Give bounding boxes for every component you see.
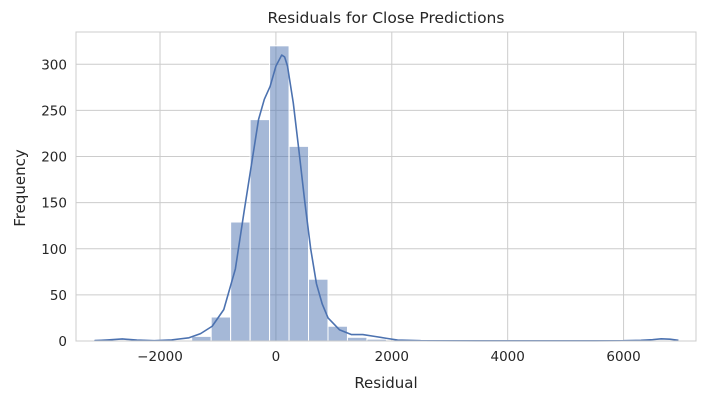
y-tick-label: 0 [58, 334, 67, 350]
histogram-bar [191, 335, 212, 342]
y-tick-label: 200 [41, 150, 67, 166]
kde-curve [94, 54, 679, 342]
x-tick-label: 6000 [606, 349, 640, 365]
y-tick-label: 150 [41, 196, 67, 212]
y-tick-label: 300 [41, 57, 67, 73]
y-axis-title: Frequency [11, 149, 29, 227]
x-tick-label: 4000 [491, 349, 525, 365]
y-tick-label: 100 [41, 242, 67, 258]
histogram-bar [269, 45, 290, 342]
x-tick-labels: −2000 0 2000 4000 6000 [137, 349, 641, 365]
kde-curve-layer [94, 54, 679, 342]
grid-lines [76, 32, 696, 342]
x-tick-label: 0 [272, 349, 281, 365]
x-tick-label: −2000 [137, 349, 183, 365]
y-tick-labels: 0 50 100 150 200 250 300 [41, 57, 67, 350]
chart-title: Residuals for Close Predictions [268, 9, 505, 27]
histogram-bar [346, 336, 368, 342]
x-axis-title: Residual [354, 374, 417, 392]
histogram-bars [93, 45, 679, 342]
x-tick-label: 2000 [375, 349, 409, 365]
y-tick-label: 250 [41, 103, 67, 119]
histogram-bar [210, 316, 232, 342]
plot-frame [75, 31, 697, 342]
y-tick-label: 50 [50, 288, 67, 304]
histogram-bar [288, 145, 310, 342]
